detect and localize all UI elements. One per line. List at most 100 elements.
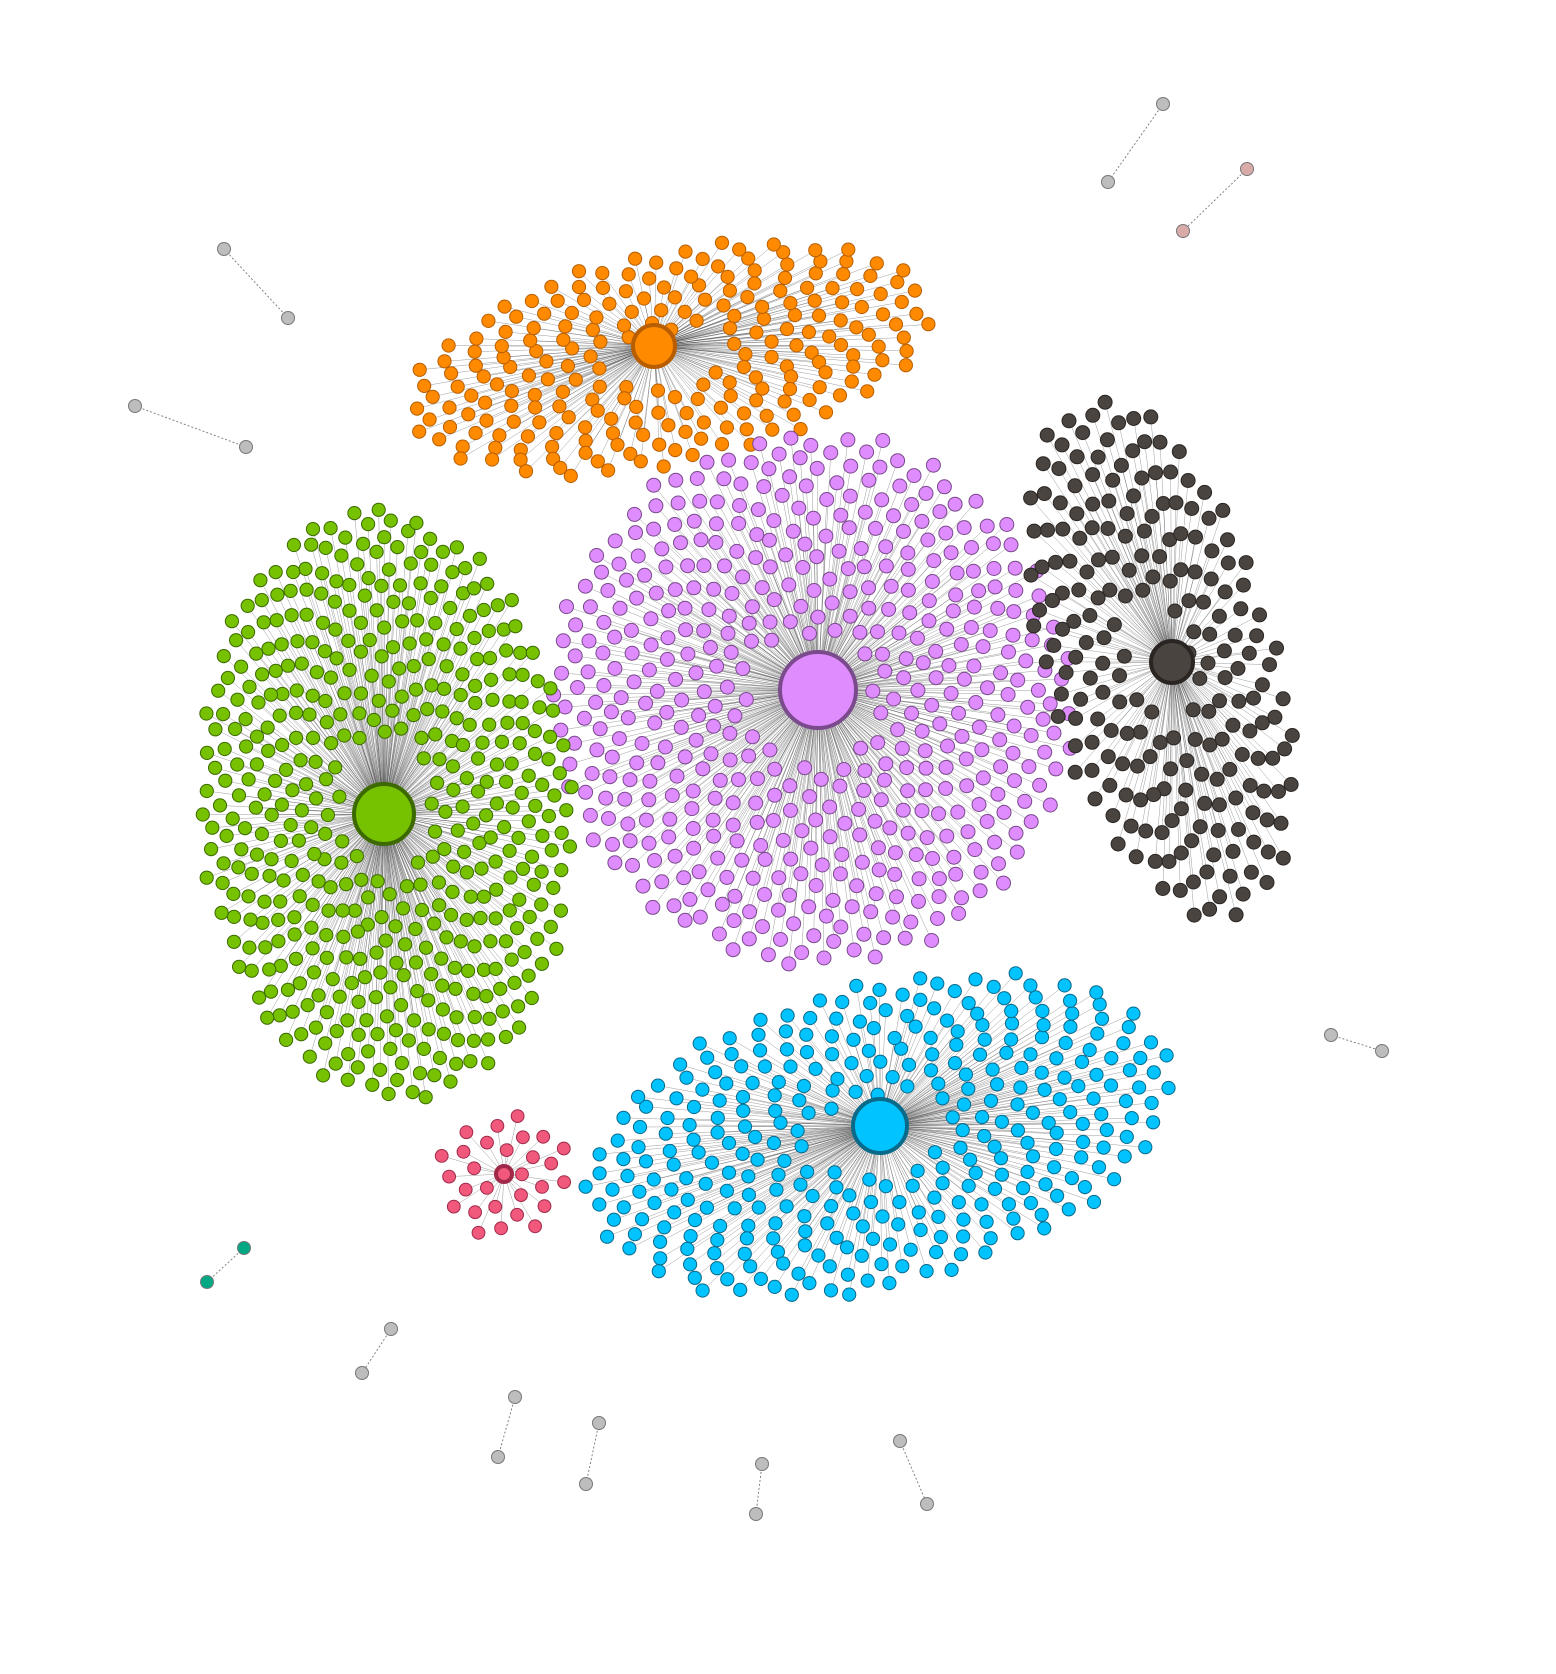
node-violet-241[interactable]	[992, 732, 1008, 748]
hub-node-cyan[interactable]	[851, 1097, 909, 1155]
node-violet-86[interactable]	[861, 580, 876, 596]
node-green-235[interactable]	[374, 578, 389, 594]
node-green-5[interactable]	[416, 751, 431, 766]
node-cyan-139[interactable]	[1049, 1141, 1064, 1157]
node-dark-gray-163[interactable]	[1212, 889, 1228, 905]
node-cyan-230[interactable]	[997, 991, 1012, 1006]
node-green-244[interactable]	[435, 1002, 450, 1017]
node-dark-gray-91[interactable]	[1105, 472, 1121, 488]
node-cyan-324[interactable]	[849, 978, 864, 993]
node-orange-115[interactable]	[825, 281, 840, 296]
node-green-118[interactable]	[474, 861, 489, 876]
node-cyan-234[interactable]	[710, 1261, 725, 1276]
node-violet-292[interactable]	[596, 678, 612, 693]
node-dark-gray-138[interactable]	[1069, 449, 1085, 465]
node-cyan-154[interactable]	[940, 1013, 955, 1028]
node-pink-7[interactable]	[480, 1135, 494, 1150]
node-green-426[interactable]	[323, 521, 338, 536]
node-green-340[interactable]	[476, 602, 491, 618]
node-violet-340[interactable]	[932, 504, 948, 520]
node-dark-gray-141[interactable]	[1163, 464, 1179, 480]
node-violet-435[interactable]	[972, 883, 988, 899]
node-cyan-145[interactable]	[739, 1231, 755, 1246]
node-green-112[interactable]	[385, 640, 401, 655]
node-dark-gray-15[interactable]	[1121, 562, 1137, 578]
node-violet-423[interactable]	[568, 617, 584, 633]
node-orange-75[interactable]	[558, 319, 573, 334]
node-green-54[interactable]	[319, 715, 334, 730]
node-green-362[interactable]	[373, 1062, 388, 1078]
node-violet-190[interactable]	[643, 637, 659, 653]
node-dark-gray-22[interactable]	[1132, 724, 1148, 740]
node-dark-gray-159[interactable]	[1075, 425, 1091, 441]
node-cyan-130[interactable]	[745, 1075, 760, 1091]
node-orange-217[interactable]	[841, 242, 856, 257]
node-dark-gray-171[interactable]	[1172, 882, 1188, 898]
node-green-218[interactable]	[379, 1009, 395, 1024]
node-green-17[interactable]	[320, 807, 335, 823]
node-dark-gray-203[interactable]	[1026, 618, 1042, 634]
node-violet-441[interactable]	[582, 807, 598, 823]
node-violet-397[interactable]	[628, 525, 643, 541]
node-green-343[interactable]	[541, 808, 557, 824]
node-cyan-162[interactable]	[1004, 1016, 1020, 1031]
node-green-48[interactable]	[347, 903, 362, 918]
node-cyan-100[interactable]	[951, 1195, 966, 1210]
node-cyan-88[interactable]	[736, 1103, 751, 1118]
node-green-274[interactable]	[284, 608, 299, 623]
node-green-387[interactable]	[435, 544, 450, 559]
node-cyan-253[interactable]	[679, 1070, 694, 1085]
node-violet-69[interactable]	[748, 795, 764, 811]
node-cyan-298[interactable]	[968, 972, 983, 987]
node-green-86[interactable]	[424, 678, 439, 693]
node-green-349[interactable]	[341, 1047, 356, 1062]
node-green-269[interactable]	[361, 571, 376, 586]
node-orange-20[interactable]	[593, 334, 608, 349]
node-violet-11[interactable]	[836, 762, 852, 777]
node-orange-77[interactable]	[532, 415, 547, 430]
node-green-45[interactable]	[414, 902, 430, 918]
node-dark-gray-42[interactable]	[1217, 670, 1233, 686]
node-cyan-325[interactable]	[1086, 1194, 1102, 1210]
node-violet-345[interactable]	[809, 460, 825, 476]
node-green-136[interactable]	[475, 735, 490, 750]
node-dark-gray-24[interactable]	[1202, 737, 1218, 753]
node-orange-165[interactable]	[888, 317, 904, 332]
node-cyan-304[interactable]	[1107, 1172, 1122, 1187]
node-cyan-167[interactable]	[900, 1008, 915, 1024]
node-green-157[interactable]	[489, 757, 504, 772]
node-violet-228[interactable]	[975, 770, 991, 786]
node-orange-63[interactable]	[804, 345, 819, 360]
node-violet-359[interactable]	[987, 834, 1003, 850]
node-violet-420[interactable]	[605, 836, 620, 852]
node-orange-147[interactable]	[802, 392, 817, 408]
node-violet-116[interactable]	[775, 832, 791, 848]
node-violet-170[interactable]	[945, 603, 961, 619]
node-green-451[interactable]	[381, 1086, 396, 1102]
node-green-0[interactable]	[424, 796, 439, 811]
node-dark-gray-97[interactable]	[1246, 690, 1261, 706]
node-green-67[interactable]	[306, 730, 321, 746]
node-orange-88[interactable]	[523, 333, 538, 348]
node-orange-153[interactable]	[468, 425, 483, 441]
node-cyan-36[interactable]	[859, 1069, 874, 1084]
node-orange-155[interactable]	[739, 422, 754, 437]
node-orange-209[interactable]	[766, 237, 781, 252]
node-violet-302[interactable]	[700, 882, 716, 898]
node-dark-gray-38[interactable]	[1095, 655, 1111, 671]
node-orange-40[interactable]	[651, 405, 666, 420]
node-violet-415[interactable]	[557, 699, 573, 715]
node-cyan-178[interactable]	[1089, 1067, 1104, 1082]
node-orange-128[interactable]	[808, 266, 823, 281]
node-orange-152[interactable]	[871, 339, 886, 354]
node-pink-3[interactable]	[514, 1188, 528, 1202]
node-green-345[interactable]	[390, 540, 405, 555]
node-violet-247[interactable]	[719, 869, 735, 885]
node-dark-gray-62[interactable]	[1084, 520, 1100, 536]
node-violet-106[interactable]	[673, 719, 689, 735]
node-violet-467[interactable]	[645, 899, 661, 915]
node-cyan-49[interactable]	[830, 1071, 845, 1087]
node-green-466[interactable]	[564, 780, 579, 795]
node-cyan-254[interactable]	[1132, 1080, 1147, 1095]
node-green-402[interactable]	[208, 722, 223, 737]
